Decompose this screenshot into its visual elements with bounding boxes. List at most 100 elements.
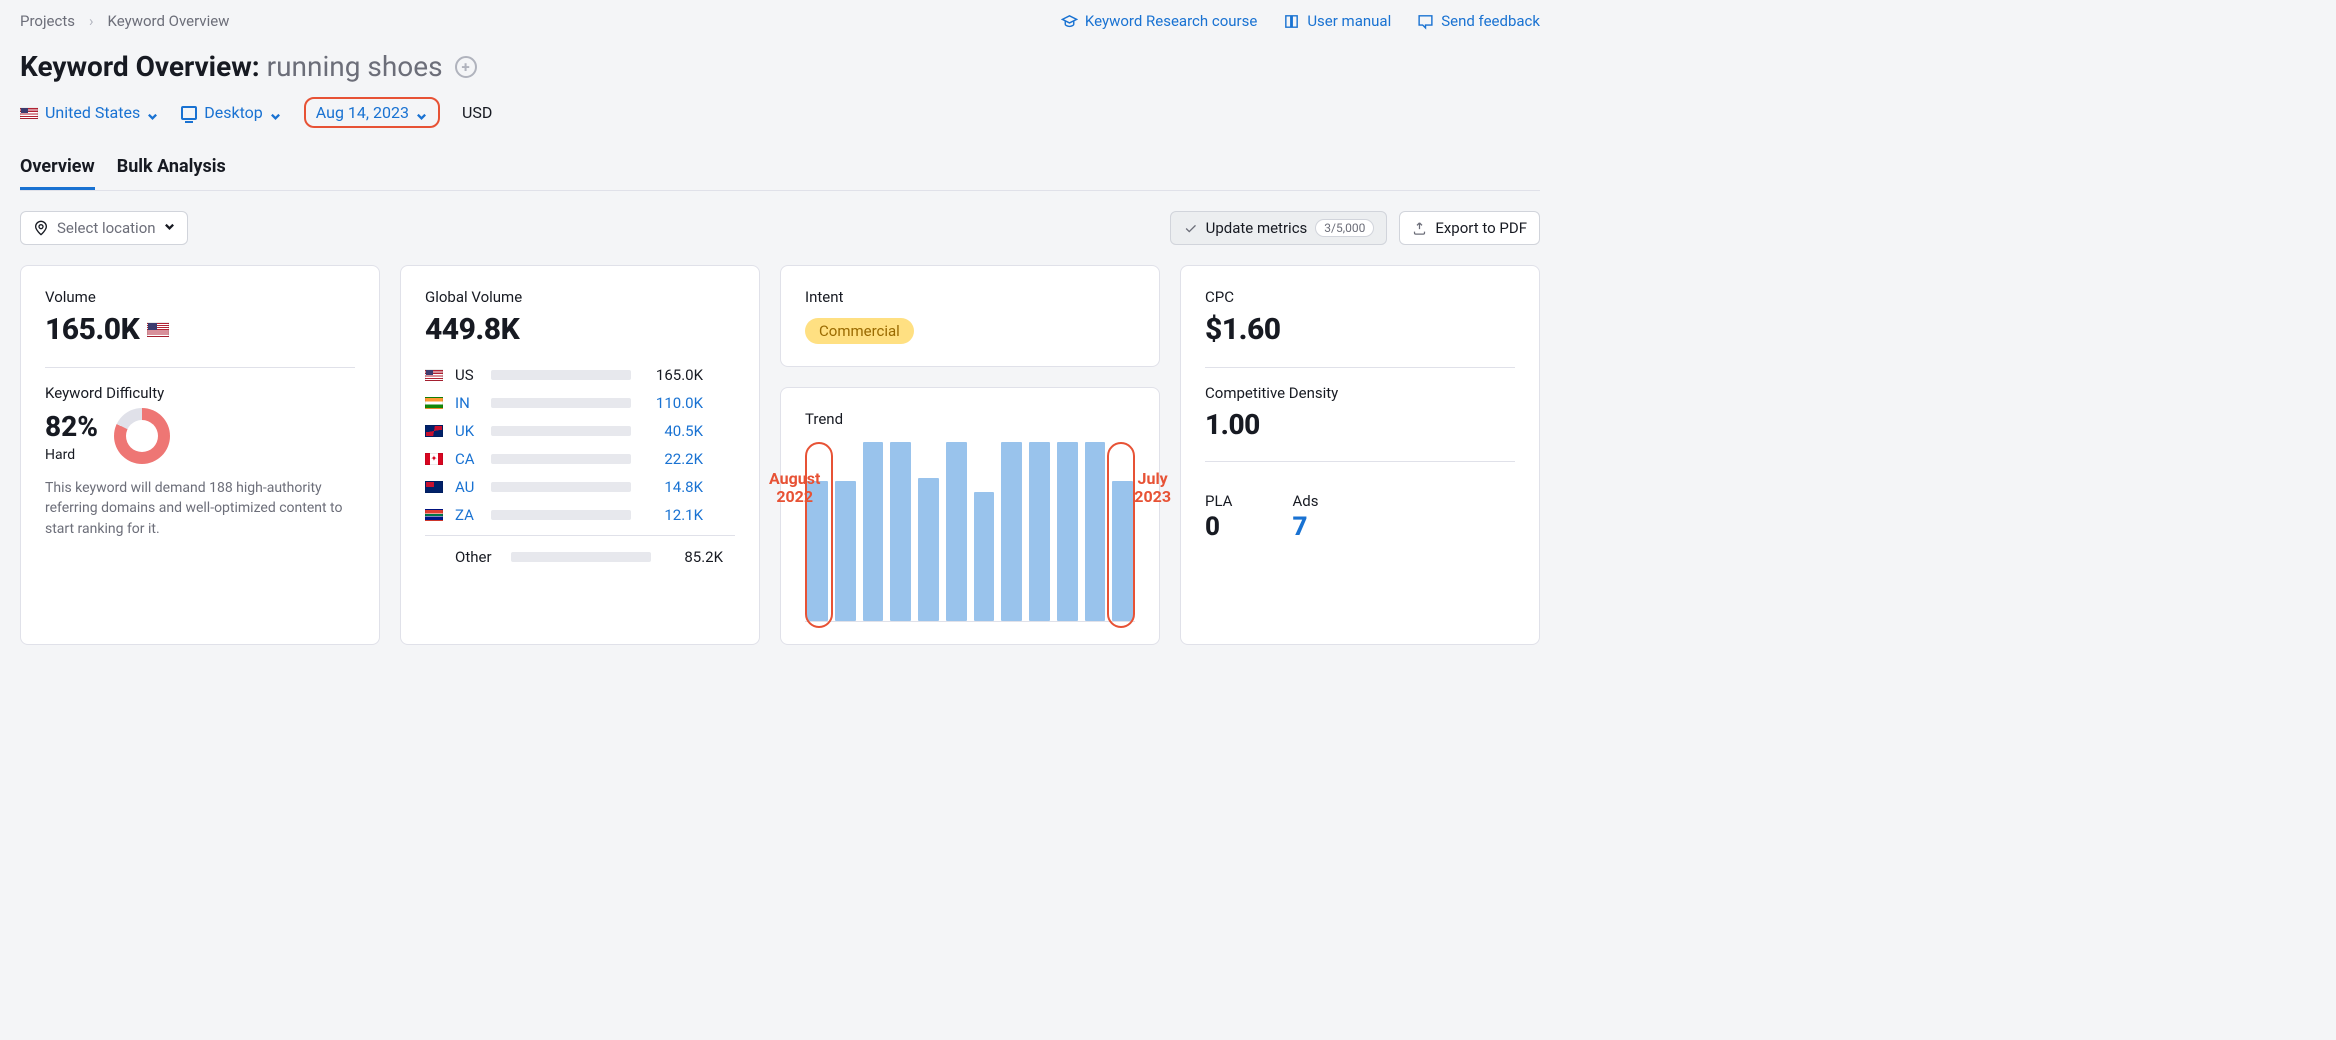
metric-value: 165.0K: [45, 312, 139, 347]
card-label: CPC: [1205, 288, 1515, 306]
filter-label: United States: [45, 103, 140, 122]
global-volume-card: Global Volume 449.8K US165.0KIN110.0KUK4…: [400, 265, 760, 645]
tab-bulk-analysis[interactable]: Bulk Analysis: [117, 156, 226, 190]
select-location-dropdown[interactable]: Select location: [20, 211, 188, 245]
device-filter[interactable]: Desktop: [181, 103, 282, 122]
card-label: Intent: [805, 288, 1135, 306]
volume-bar: [491, 482, 631, 492]
country-code: IN: [455, 394, 479, 412]
volume-bar: [491, 370, 631, 380]
cpc-value: $1.60: [1205, 312, 1515, 347]
uk-flag-icon: [425, 425, 443, 437]
volume-value: 22.2K: [643, 450, 703, 468]
volume-bar: [491, 510, 631, 520]
sub-metric-value[interactable]: 7: [1292, 512, 1318, 542]
global-volume-row[interactable]: CA 22.2K: [425, 445, 735, 473]
send-feedback-link[interactable]: Send feedback: [1417, 12, 1540, 30]
ads-metric: Ads 7: [1292, 492, 1318, 542]
country-code: CA: [455, 450, 479, 468]
global-volume-row[interactable]: ZA 12.1K: [425, 501, 735, 529]
card-label: Volume: [45, 288, 355, 306]
country-code: UK: [455, 422, 479, 440]
breadcrumb-projects[interactable]: Projects: [20, 12, 75, 30]
location-pin-icon: [33, 220, 49, 236]
kd-donut-chart: [114, 408, 170, 464]
card-label: Global Volume: [425, 288, 735, 306]
header-link-label: Send feedback: [1441, 12, 1540, 30]
chevron-down-icon: [416, 107, 428, 119]
us-flag-icon: [425, 369, 443, 381]
global-volume-list: US 165.0K IN110.0KUK40.5K CA 22.2K AU14.8K ZA 1…: [425, 361, 735, 571]
sub-metric-label: PLA: [1205, 492, 1232, 510]
us-flag-icon: [20, 107, 38, 119]
button-label: Update metrics: [1206, 219, 1308, 237]
trend-bar: [1085, 442, 1106, 621]
trend-bar-chart: [805, 442, 1135, 622]
filter-label: USD: [462, 103, 492, 122]
filter-label: Desktop: [204, 103, 263, 122]
trend-bar: [1001, 442, 1022, 621]
volume-value: 85.2K: [663, 548, 723, 566]
trend-bar: [946, 442, 967, 621]
ca-flag-icon: [425, 453, 443, 465]
user-manual-link[interactable]: User manual: [1283, 12, 1391, 30]
trend-bar: [918, 478, 939, 621]
header-link-label: User manual: [1307, 12, 1391, 30]
country-code: US: [455, 366, 479, 384]
book-icon: [1283, 13, 1300, 30]
card-label: Competitive Density: [1205, 384, 1515, 402]
trend-card: Trend August2022 July2023: [780, 387, 1160, 645]
kd-level: Hard: [45, 447, 98, 463]
feedback-icon: [1417, 13, 1434, 30]
sub-metric-value: 0: [1205, 512, 1232, 542]
kd-percent: 82%: [45, 410, 98, 443]
trend-annotation-start: August2022: [769, 470, 820, 507]
graduation-cap-icon: [1061, 13, 1078, 30]
global-volume-row[interactable]: US 165.0K: [425, 361, 735, 389]
volume-value: 165.0K: [643, 366, 703, 384]
add-keyword-button[interactable]: +: [455, 56, 477, 78]
desktop-icon: [181, 106, 197, 120]
tab-overview[interactable]: Overview: [20, 156, 95, 190]
volume-bar: [491, 454, 631, 464]
divider: [45, 367, 355, 368]
country-filter[interactable]: United States: [20, 103, 159, 122]
country-code: ZA: [455, 506, 479, 524]
other-label: Other: [455, 548, 499, 566]
update-count-badge: 3/5,000: [1315, 219, 1374, 237]
trend-bar: [1029, 442, 1050, 621]
volume-bar: [491, 398, 631, 408]
global-volume-row[interactable]: AU14.8K: [425, 473, 735, 501]
chevron-down-icon: [147, 107, 159, 119]
card-label: Trend: [805, 410, 1135, 428]
keyword-research-course-link[interactable]: Keyword Research course: [1061, 12, 1257, 30]
sub-metric-label: Ads: [1292, 492, 1318, 510]
filter-label: Aug 14, 2023: [316, 103, 409, 122]
header-link-label: Keyword Research course: [1085, 12, 1257, 30]
date-filter[interactable]: Aug 14, 2023: [304, 97, 440, 128]
kd-description: This keyword will demand 188 high-author…: [45, 478, 355, 539]
intent-card: Intent Commercial: [780, 265, 1160, 367]
trend-annotation-end: July2023: [1134, 470, 1171, 507]
card-label: Keyword Difficulty: [45, 384, 355, 402]
volume-bar: [511, 552, 651, 562]
divider: [1205, 461, 1515, 462]
volume-card: Volume 165.0K Keyword Difficulty 82% Har…: [20, 265, 380, 645]
volume-bar: [491, 426, 631, 436]
breadcrumb: Projects › Keyword Overview: [20, 12, 229, 30]
pla-metric: PLA 0: [1205, 492, 1232, 542]
in-flag-icon: [425, 397, 443, 409]
trend-bar: [974, 492, 995, 621]
check-icon: [1183, 221, 1198, 236]
currency-indicator: USD: [462, 103, 492, 122]
global-volume-other-row: Other 85.2K: [425, 535, 735, 571]
global-volume-row[interactable]: UK40.5K: [425, 417, 735, 445]
trend-bar: [863, 442, 884, 621]
title-prefix: Keyword Overview:: [20, 50, 260, 83]
chevron-down-icon: [270, 107, 282, 119]
title-keyword: running shoes: [267, 50, 443, 83]
volume-value: 12.1K: [643, 506, 703, 524]
update-metrics-button[interactable]: Update metrics 3/5,000: [1170, 211, 1388, 245]
export-pdf-button[interactable]: Export to PDF: [1399, 211, 1540, 245]
global-volume-row[interactable]: IN110.0K: [425, 389, 735, 417]
